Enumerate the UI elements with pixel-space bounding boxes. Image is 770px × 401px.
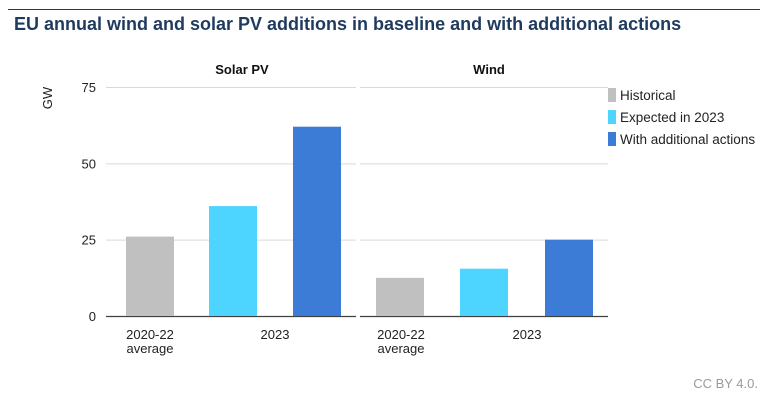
legend-label-additional: With additional actions xyxy=(620,131,756,147)
wind-category-label: average xyxy=(378,341,425,356)
solar-pv-category-label: 2020-22 xyxy=(126,327,174,342)
solar-pv-bar-with-additional-actions xyxy=(293,126,341,317)
legend-item-additional: With additional actions xyxy=(608,128,755,150)
wind-bar-with-additional-actions xyxy=(545,239,593,316)
y-tick-label: 25 xyxy=(82,233,96,248)
license-footer: CC BY 4.0. xyxy=(693,376,758,391)
y-tick-label: 50 xyxy=(82,156,96,171)
y-tick-label: 0 xyxy=(89,309,96,324)
solar-pv-category-label: 2023 xyxy=(261,327,290,342)
solar-pv-category-label: average xyxy=(127,341,174,356)
legend-item-expected: Expected in 2023 xyxy=(608,106,755,128)
legend-swatch-additional xyxy=(608,132,616,146)
solar-pv-bar-historical xyxy=(126,236,174,316)
legend-swatch-historical xyxy=(608,88,616,102)
solar-pv-panel-title: Solar PV xyxy=(215,62,269,77)
legend-item-historical: Historical xyxy=(608,84,755,106)
legend: Historical Expected in 2023 With additio… xyxy=(608,84,755,150)
legend-label-historical: Historical xyxy=(620,87,676,103)
y-tick-label: 75 xyxy=(82,80,96,95)
chart-title: EU annual wind and solar PV additions in… xyxy=(14,14,682,34)
wind-bar-historical xyxy=(376,277,424,316)
wind-panel-title: Wind xyxy=(473,62,505,77)
legend-swatch-expected xyxy=(608,110,616,124)
wind-category-label: 2020-22 xyxy=(377,327,425,342)
y-axis-label: GW xyxy=(40,86,55,109)
legend-label-expected: Expected in 2023 xyxy=(620,109,725,125)
top-rule xyxy=(8,9,760,10)
solar-pv-bar-expected-in-2023 xyxy=(209,206,257,316)
wind-category-label: 2023 xyxy=(513,327,542,342)
wind-bar-expected-in-2023 xyxy=(460,268,508,316)
